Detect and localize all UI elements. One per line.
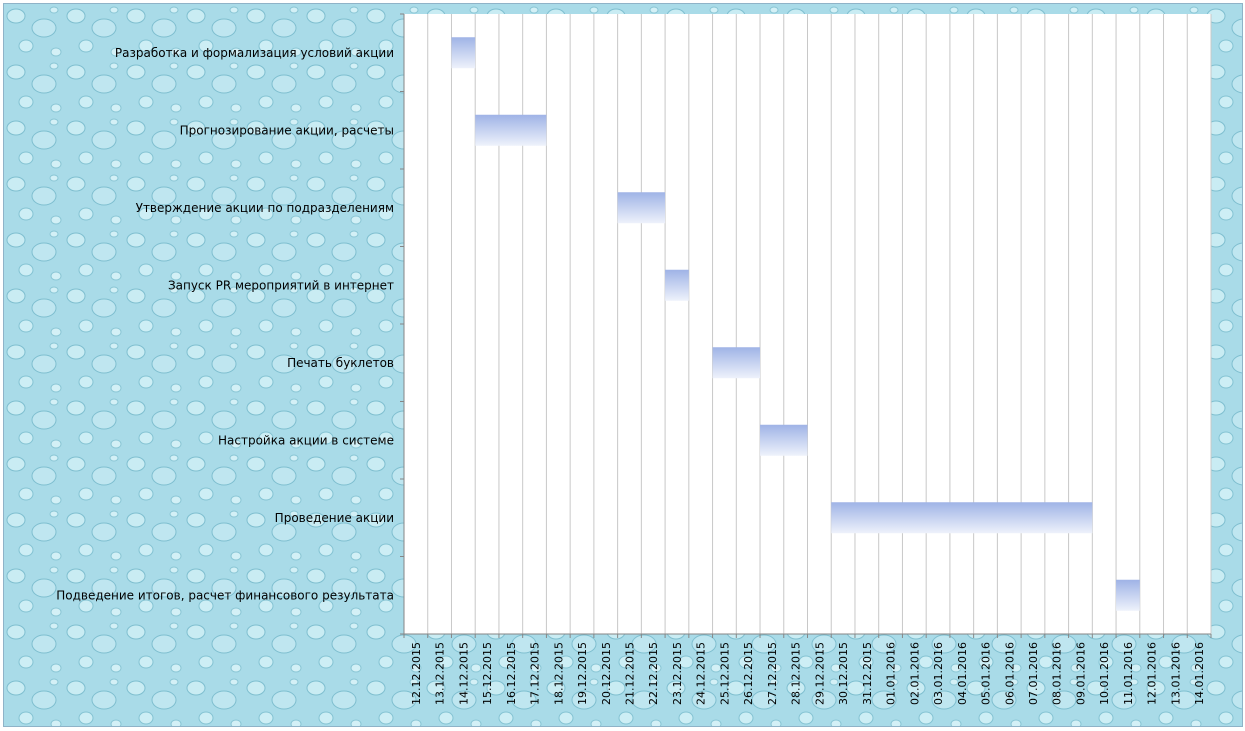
task-bar [712, 347, 761, 379]
task-bar [665, 269, 689, 301]
date-tick-label: 08.01.2016 [1051, 642, 1064, 705]
date-tick-label: 13.12.2015 [434, 642, 447, 705]
date-tick-label: 14.12.2015 [457, 642, 470, 705]
date-tick-label: 16.12.2015 [505, 642, 518, 705]
date-tick-label: 27.12.2015 [766, 642, 779, 705]
gantt-chart: Разработка и формализация условий акции П… [4, 4, 1242, 726]
task-label: Прогнозирование акции, расчеты [180, 123, 394, 137]
chart-frame: Разработка и формализация условий акции П… [3, 3, 1243, 727]
date-tick-label: 01.01.2016 [885, 642, 898, 705]
date-tick-label: 28.12.2015 [790, 642, 803, 705]
date-tick-label: 31.12.2015 [861, 642, 874, 705]
date-tick-label: 21.12.2015 [623, 642, 636, 705]
task-label: Разработка и формализация условий акции [115, 46, 394, 60]
date-tick-label: 24.12.2015 [695, 642, 708, 705]
date-tick-label: 18.12.2015 [552, 642, 565, 705]
date-tick-label: 04.01.2016 [956, 642, 969, 705]
date-tick-label: 19.12.2015 [576, 642, 589, 705]
date-tick-labels: 12.12.2015 13.12.2015 14.12.2015 15.12.2015… [410, 642, 1206, 705]
task-bar [451, 37, 476, 69]
date-tick-label: 03.01.2016 [932, 642, 945, 705]
task-bar [831, 502, 1093, 534]
task-bars [451, 37, 1140, 611]
date-tick-label: 26.12.2015 [742, 642, 755, 705]
axes [400, 13, 1212, 638]
date-tick-label: 30.12.2015 [837, 642, 850, 705]
date-tick-label: 07.01.2016 [1027, 642, 1040, 705]
date-tick-label: 15.12.2015 [481, 642, 494, 705]
date-tick-label: 10.01.2016 [1098, 642, 1111, 705]
date-tick-label: 02.01.2016 [908, 642, 921, 705]
task-bar [760, 424, 808, 456]
date-tick-label: 09.01.2016 [1074, 642, 1087, 705]
date-tick-label: 25.12.2015 [718, 642, 731, 705]
task-bar [617, 192, 666, 224]
date-tick-label: 06.01.2016 [1003, 642, 1016, 705]
date-tick-label: 05.01.2016 [980, 642, 993, 705]
task-label: Печать буклетов [287, 356, 394, 370]
date-tick-label: 11.01.2016 [1122, 642, 1135, 705]
task-labels: Разработка и формализация условий акции П… [56, 46, 394, 603]
date-tick-label: 14.01.2016 [1193, 642, 1206, 705]
date-tick-label: 12.01.2016 [1146, 642, 1159, 705]
date-tick-label: 29.12.2015 [813, 642, 826, 705]
task-label: Настройка акции в системе [218, 433, 394, 447]
task-bar [1116, 579, 1140, 611]
task-label: Подведение итогов, расчет финансового ре… [56, 588, 394, 602]
task-label: Проведение акции [275, 511, 394, 525]
date-tick-label: 13.01.2016 [1169, 642, 1182, 705]
task-label: Утверждение акции по подразделениям [136, 201, 394, 215]
date-tick-label: 23.12.2015 [671, 642, 684, 705]
task-bar [475, 114, 547, 146]
date-tick-label: 20.12.2015 [600, 642, 613, 705]
date-tick-label: 17.12.2015 [529, 642, 542, 705]
date-tick-label: 12.12.2015 [410, 642, 423, 705]
date-tick-label: 22.12.2015 [647, 642, 660, 705]
task-label: Запуск PR мероприятий в интернет [168, 278, 394, 292]
